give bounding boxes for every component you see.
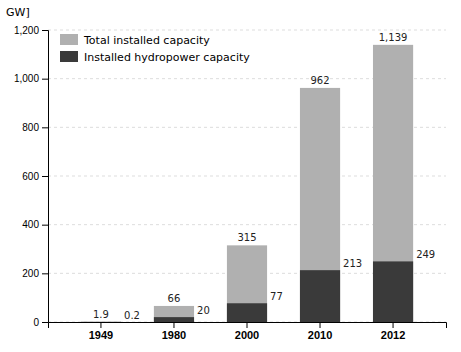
data-label: 213 xyxy=(343,258,362,269)
bar xyxy=(300,270,340,322)
y-label: GW] xyxy=(6,6,30,19)
data-label: 1,139 xyxy=(379,32,408,43)
tick-mark xyxy=(42,79,48,80)
bar xyxy=(154,306,194,322)
tick-mark xyxy=(42,273,48,274)
tick-mark xyxy=(320,322,321,328)
data-label: 315 xyxy=(237,232,256,243)
tick-mark xyxy=(393,322,394,328)
tick-label: 200 xyxy=(22,268,39,279)
tick-label: 800 xyxy=(22,122,39,133)
x-tick: 2000 xyxy=(235,322,259,341)
legend-swatch xyxy=(60,34,78,45)
tick-mark xyxy=(42,176,48,177)
axis-line xyxy=(42,31,49,323)
plot: 0 200 400 600 800 1,000 1,200 1949 1980 2000 2010 2… xyxy=(14,25,447,341)
legend-item: Total installed capacity xyxy=(60,34,210,47)
data-label: 77 xyxy=(270,291,283,302)
tick-mark xyxy=(42,30,48,31)
tick-label: 600 xyxy=(22,171,39,182)
data-label: 962 xyxy=(310,75,329,86)
bar xyxy=(373,261,413,322)
x-tick: 1949 xyxy=(89,322,113,341)
tick-label: 2010 xyxy=(308,329,332,341)
grid xyxy=(48,30,446,322)
bar xyxy=(227,245,267,322)
data-label: 0.2 xyxy=(124,310,140,321)
legend-label: Total installed capacity xyxy=(83,34,210,47)
legend: Total installed capacity Installed hydrop… xyxy=(60,34,250,64)
tick-label: 1,200 xyxy=(14,25,39,36)
legend-swatch xyxy=(60,51,78,62)
legend-label: Installed hydropower capacity xyxy=(84,51,250,64)
tick-label: 1949 xyxy=(89,329,113,341)
tick-label: 1,000 xyxy=(14,73,39,84)
legend-item: Installed hydropower capacity xyxy=(60,51,250,64)
tick-mark xyxy=(173,322,174,328)
y-tick: 0 xyxy=(33,317,48,328)
bar xyxy=(300,88,340,322)
tick-mark xyxy=(100,322,101,328)
chart: 0 200 400 600 800 1,000 1,200 1949 1980 2000 2010 2… xyxy=(0,0,461,352)
data-label: 20 xyxy=(197,305,210,316)
bar xyxy=(227,303,267,322)
y-tick: 1,200 xyxy=(14,25,48,36)
tick-mark xyxy=(247,322,248,328)
data-label: 249 xyxy=(416,249,435,260)
tick-mark xyxy=(42,225,48,226)
bar xyxy=(154,317,194,322)
tick-label: 400 xyxy=(22,219,39,230)
data-label: 1.9 xyxy=(93,309,109,320)
bar-series xyxy=(81,261,413,322)
bar xyxy=(373,45,413,322)
tick-mark xyxy=(42,127,48,128)
y-axis: 0 200 400 600 800 1,000 1,200 xyxy=(14,25,49,328)
bar-series xyxy=(81,45,413,322)
tick-label: 0 xyxy=(33,317,39,328)
y-tick: 800 xyxy=(22,122,48,133)
x-tick: 2010 xyxy=(308,322,332,341)
bar xyxy=(81,321,121,322)
y-tick: 400 xyxy=(22,219,48,230)
data-label: 66 xyxy=(168,293,181,304)
tick-label: 2000 xyxy=(235,329,259,341)
data-labels: 1.9 66 315 962 1,139 0.2 20 77 213 249 xyxy=(93,32,435,321)
bar xyxy=(81,321,121,322)
x-tick: 1980 xyxy=(162,322,186,341)
y-tick: 200 xyxy=(22,268,48,279)
tick-label: 1980 xyxy=(162,329,186,341)
x-axis: 1949 1980 2000 2010 2012 xyxy=(49,322,447,341)
tick-mark xyxy=(42,322,48,323)
axis-line xyxy=(49,323,447,329)
x-tick: 2012 xyxy=(381,322,405,341)
y-tick: 600 xyxy=(22,171,48,182)
bars xyxy=(81,45,413,322)
y-tick: 1,000 xyxy=(14,73,48,84)
tick-label: 2012 xyxy=(381,329,405,341)
grid-line xyxy=(48,30,446,31)
